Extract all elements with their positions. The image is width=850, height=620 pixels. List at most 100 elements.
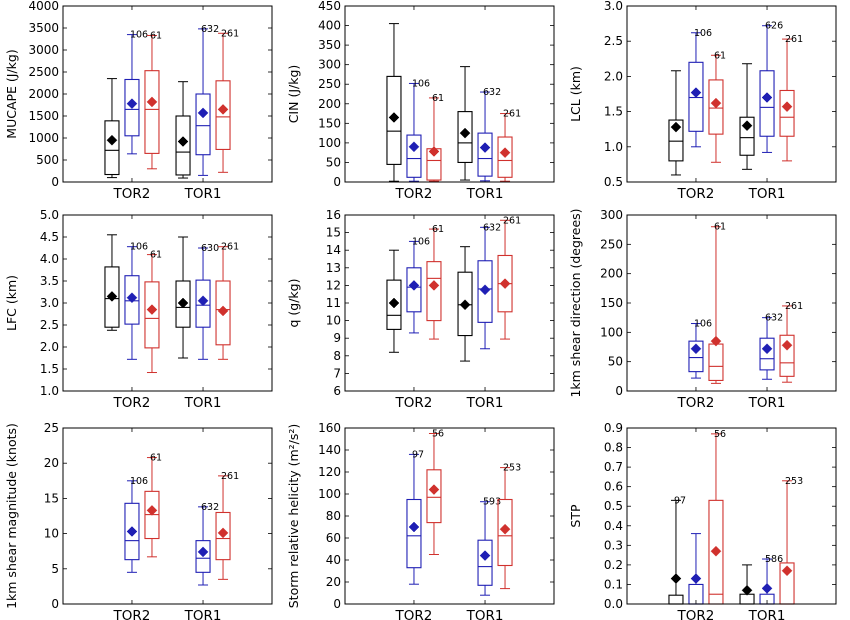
box-tor2-red: 61 [144,453,162,558]
y-tick-label: 8 [333,349,341,363]
y-tick-label: 10 [44,527,59,541]
box-tor2-black: 97 [668,495,686,605]
iqr-box [406,498,422,569]
box-tor2-black [104,78,120,179]
box-tor1-black [739,564,755,605]
iqr-box [688,340,704,373]
box-tor1-blue: 630 [195,243,219,360]
iqr-box [386,279,402,330]
mean-marker [428,484,440,495]
mean-marker [479,284,491,296]
y-tick-label: 13 [326,261,341,275]
panel-7: 0 5 10 15 20 25 TOR2 TOR1 1km shear magnitude (k… [4,421,273,620]
mean-marker [428,146,440,157]
sample-count-label: 106 [130,476,148,487]
panel-1: 0 500 1000 1500 2000 2500 3000 3500 4000 TOR2 TOR1… [4,0,273,202]
box-tor2-blue: 97 [406,449,424,585]
box-tor1-red: 261 [497,215,521,340]
sample-count-label: 261 [785,34,803,45]
iqr-box [739,593,755,605]
iqr-box [457,271,473,337]
iqr-box [759,337,775,371]
mean-marker [670,573,682,584]
y-tick-label: 1000 [28,131,59,145]
box-tor1-blue: 593 [477,497,501,596]
sample-count-label: 632 [483,87,501,98]
mean-marker [408,141,420,153]
iqr-box [477,539,493,586]
y-tick-label: 2.0 [604,69,623,83]
y-tick-label: 0 [51,597,59,611]
y-axis-label: CIN (J/kg) [286,65,301,124]
iqr-box [195,93,211,156]
y-tick-label: 0.8 [604,441,623,455]
y-tick-label: 4.0 [40,252,59,266]
y-axis-label: 1km shear magnitude (knots) [4,423,19,609]
sample-count-label: 106 [694,28,712,39]
mean-marker [146,96,158,108]
box-tor1-black [739,63,755,170]
x-category-label: TOR2 [113,186,151,202]
y-tick-label: 1.5 [604,105,623,119]
mean-marker [217,527,229,539]
y-tick-label: 500 [36,153,59,167]
sample-count-label: 106 [412,236,430,247]
mean-marker [197,546,209,558]
box-tor2-blue: 106 [124,476,148,573]
iqr-box [406,267,422,313]
y-tick-label: 250 [318,77,341,91]
sample-count-label: 61 [432,224,444,235]
y-tick-label: 100 [318,136,341,150]
iqr-box [688,61,704,132]
panel-8: 0 20 40 60 80 100 120 140 160 TOR2 TOR1 Storm relat… [286,421,555,620]
sample-count-label: 61 [432,93,444,104]
mean-marker [217,305,229,317]
mean-marker [479,550,491,561]
mean-marker [459,127,471,139]
box-tor1-black [457,66,473,181]
y-tick-label: 5 [51,562,59,576]
iqr-box [497,136,513,178]
y-tick-label: 9 [333,331,341,345]
iqr-box [195,540,211,573]
mean-marker [781,339,793,351]
iqr-box [124,275,140,325]
x-category-label: TOR1 [748,395,786,411]
sample-count-label: 97 [412,449,424,460]
y-tick-label: 0.0 [604,597,623,611]
iqr-box [406,134,422,178]
box-tor2-red: 61 [144,250,162,374]
y-tick-label: 300 [318,58,341,72]
plot-frame [344,214,555,392]
sample-count-label: 97 [674,495,686,506]
mean-marker [106,134,118,146]
box-tor1-blue: 632 [477,222,501,350]
sample-count-label: 106 [130,242,148,253]
y-tick-label: 7 [333,366,341,380]
plot-frame [344,5,555,183]
sample-count-label: 632 [483,222,501,233]
mean-marker [690,87,702,98]
iqr-box [477,132,493,177]
box-tor2-blue: 106 [406,78,430,182]
plot-frame [626,5,837,183]
box-tor1-red: 253 [497,463,521,590]
y-axis-label: LCL (km) [568,66,583,122]
mean-marker [710,545,722,557]
mean-marker [741,120,753,132]
box-tor2-blue: 106 [688,28,712,148]
y-tick-label: 3.0 [604,0,623,13]
box-tor2-blue [688,533,704,605]
sample-count-label: 261 [221,242,239,253]
y-tick-label: 5.0 [40,208,59,222]
mean-marker [761,583,773,594]
y-tick-label: 3.5 [40,274,59,288]
sample-count-label: 56 [432,429,444,440]
x-category-label: TOR1 [748,186,786,202]
y-tick-label: 20 [44,456,59,470]
mean-marker [126,98,138,110]
mean-marker [146,304,158,315]
y-tick-label: 0 [333,597,341,611]
x-category-label: TOR2 [395,395,433,411]
